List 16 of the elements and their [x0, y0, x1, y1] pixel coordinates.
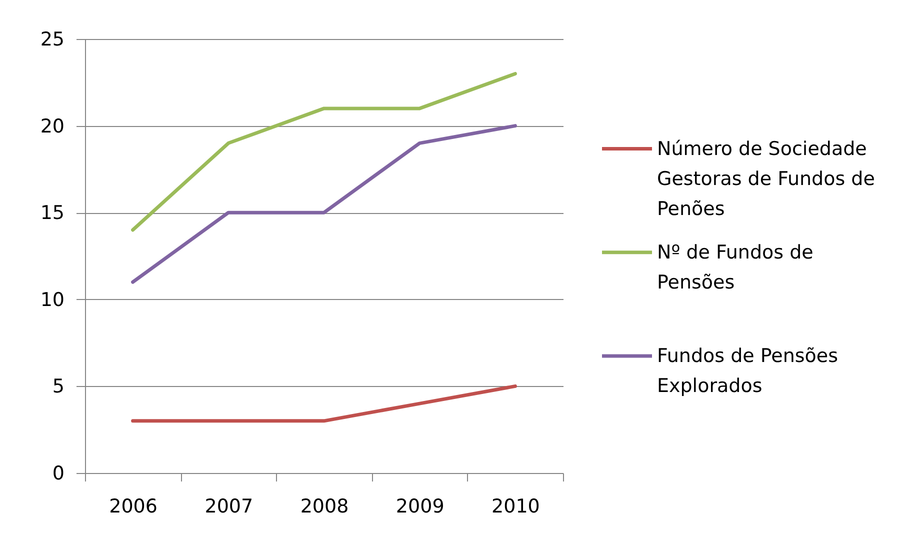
legend-label: Nº de Fundos de Pensões: [657, 241, 814, 294]
y-tick-label: 20: [40, 115, 64, 138]
x-tick-label: 2007: [204, 496, 254, 518]
y-tick-label: 15: [40, 202, 64, 224]
legend-label: Fundos de Pensões Explorados: [657, 344, 838, 397]
y-tick-label: 5: [52, 376, 64, 398]
line-series: [131, 72, 517, 232]
x-tick-label: 2006: [109, 496, 158, 518]
line-series: [131, 124, 517, 284]
x-tick-label: 2010: [492, 496, 540, 518]
x-tick-label: 2009: [396, 496, 444, 518]
legend-label: Número de Sociedade Gestoras de Fundos de Penões: [657, 138, 875, 220]
y-tick-label: 0: [52, 462, 64, 484]
y-tick-label: 10: [40, 288, 64, 311]
y-tick-label: 25: [40, 28, 64, 50]
x-tick-label: 2008: [300, 496, 349, 518]
